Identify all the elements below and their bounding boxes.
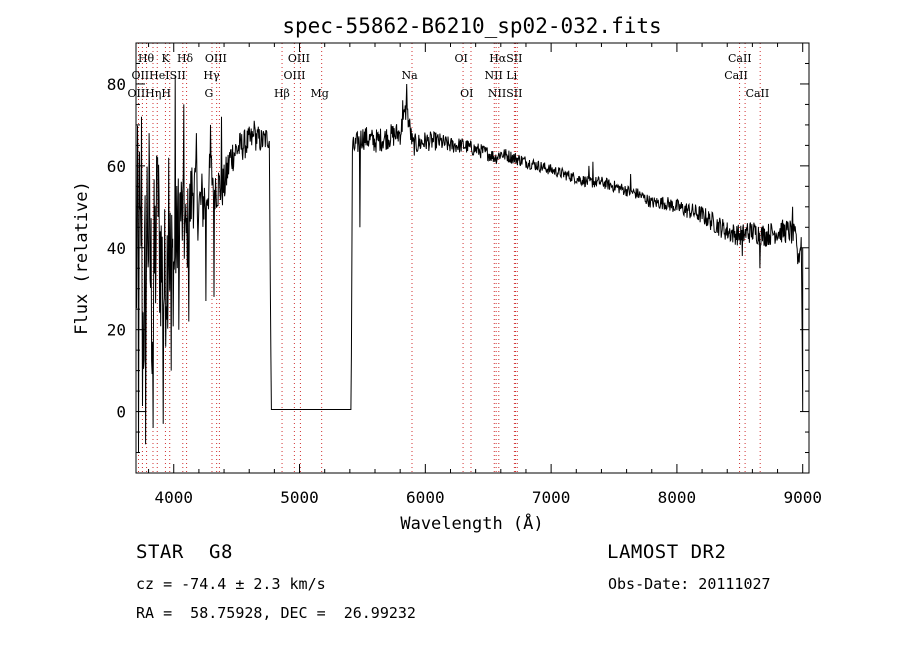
spectral-line-label: CaII (728, 52, 752, 65)
y-tick-label: 60 (107, 157, 126, 176)
x-tick-label: 9000 (783, 488, 822, 507)
spectral-line-label: NII Li (484, 69, 517, 82)
x-tick-label: 6000 (406, 488, 445, 507)
x-tick-label: 4000 (154, 488, 193, 507)
spectral-line-label: OI (460, 87, 473, 100)
spectral-line-label: CaII (724, 69, 748, 82)
spectrum-line (135, 75, 804, 453)
spectral-line-label: Hβ (274, 87, 290, 100)
y-tick-label: 40 (107, 239, 126, 258)
y-tick-label: 0 (116, 403, 126, 422)
spectral-line-label: CaII (746, 87, 770, 100)
spectral-line-label: K (161, 52, 170, 65)
object-class: STAR (136, 541, 184, 563)
spectral-line-label: OI (454, 52, 467, 65)
spectral-line-label: OIIHηH (127, 87, 170, 100)
coordinates-text: RA = 58.75928, DEC = 26.99232 (136, 604, 416, 622)
redshift-text: cz = -74.4 ± 2.3 km/s (136, 575, 326, 593)
object-subclass: G8 (209, 541, 233, 563)
survey-name: LAMOST DR2 (607, 541, 727, 563)
spectral-line-label: HαSII (489, 52, 522, 65)
spectral-line-label: OIII (288, 52, 310, 65)
y-tick-label: 20 (107, 321, 126, 340)
x-axis-label: Wavelength (Å) (400, 512, 543, 534)
chart-title: spec-55862-B6210_sp02-032.fits (282, 14, 661, 38)
x-tick-label: 8000 (658, 488, 697, 507)
spectral-line-label: Hγ (203, 69, 220, 82)
spectral-line-label: OIII (205, 52, 227, 65)
spectral-line-label: G (205, 87, 214, 100)
spectral-line-markers (138, 43, 761, 473)
x-axis: 4000 5000 6000 7000 8000 9000 (148, 43, 822, 507)
y-axis-label: Flux (relative) (72, 181, 92, 335)
spectral-line-label: OIIHeISII (131, 69, 185, 82)
y-tick-label: 80 (107, 75, 126, 94)
spectral-line-labels: Hθ K Hδ OIII OIII OI HαSII CaII OIIHeISII Hγ OIII N… (127, 52, 769, 100)
plot-frame (135, 42, 810, 474)
spectral-line-label: NIISII (488, 87, 523, 100)
y-axis: 0 20 40 60 80 (107, 62, 809, 454)
x-tick-label: 7000 (532, 488, 571, 507)
spectral-line-label: Mg (311, 87, 329, 100)
x-tick-label: 5000 (280, 488, 319, 507)
spectral-line-label: Hδ (177, 52, 194, 65)
spectral-line-label: OIII (283, 69, 305, 82)
spectral-line-label: Hθ (138, 52, 155, 65)
obs-date-text: Obs-Date: 20111027 (608, 575, 771, 593)
spectral-line-label: Na (402, 69, 419, 82)
